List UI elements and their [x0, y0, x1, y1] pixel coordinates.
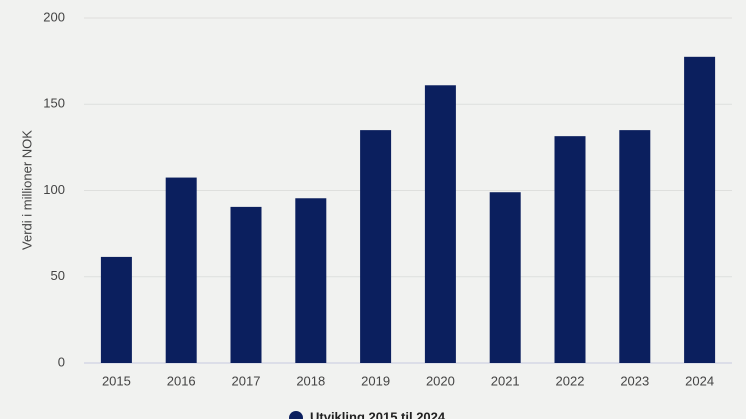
bar	[424, 85, 456, 364]
y-tick-label: 50	[51, 268, 65, 283]
bar	[295, 198, 327, 363]
bar	[165, 177, 197, 363]
x-tick-label: 2023	[620, 373, 649, 388]
y-axis-label: Verdi i millioner NOK	[19, 130, 34, 250]
x-tick-label: 2017	[232, 373, 261, 388]
y-tick-label: 200	[43, 9, 65, 24]
x-tick-label: 2020	[426, 373, 455, 388]
bar	[489, 192, 521, 363]
bar	[360, 130, 392, 363]
y-tick-label: 150	[43, 96, 65, 111]
legend-label: Utvikling 2015 til 2024	[310, 409, 446, 419]
x-tick-label: 2015	[102, 373, 131, 388]
bar	[554, 136, 586, 363]
x-tick-label: 2022	[556, 373, 585, 388]
y-tick-label: 100	[43, 182, 65, 197]
x-tick-label: 2021	[491, 373, 520, 388]
bar	[684, 56, 716, 363]
x-tick-label: 2019	[361, 373, 390, 388]
bar	[100, 256, 132, 363]
bar	[230, 206, 262, 363]
x-tick-label: 2018	[296, 373, 325, 388]
legend-marker	[289, 411, 303, 419]
x-tick-label: 2024	[685, 373, 714, 388]
bar	[619, 130, 651, 363]
x-tick-label: 2016	[167, 373, 196, 388]
y-tick-label: 0	[58, 354, 65, 369]
